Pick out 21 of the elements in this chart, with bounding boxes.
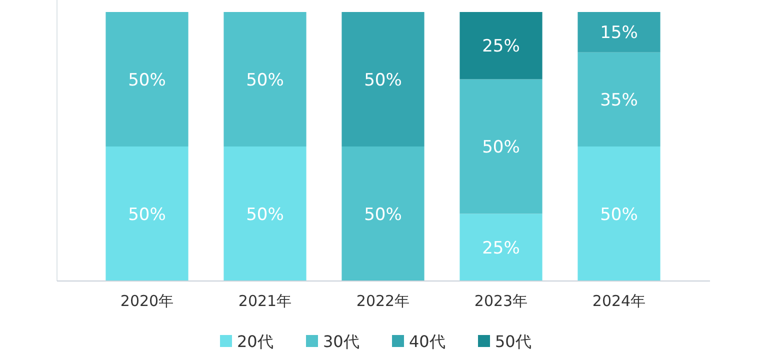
data-label: 25%	[482, 238, 520, 258]
data-label: 50%	[364, 204, 402, 225]
legend-label: 30代	[323, 332, 360, 351]
data-label: 50%	[482, 138, 520, 158]
x-tick-label: 2021年	[238, 292, 292, 310]
data-label: 50%	[246, 70, 284, 90]
x-tick-label: 2020年	[120, 292, 174, 310]
legend-label: 40代	[409, 332, 446, 351]
x-tick-label: 2022年	[356, 292, 410, 310]
data-label: 50%	[364, 70, 402, 90]
data-label: 50%	[600, 204, 638, 225]
legend-label: 20代	[237, 332, 274, 351]
data-label: 15%	[600, 23, 638, 44]
data-label: 25%	[482, 36, 520, 57]
data-label: 50%	[128, 204, 166, 225]
x-tick-label: 2024年	[592, 292, 646, 310]
legend-label: 50代	[495, 332, 532, 351]
data-label: 50%	[246, 204, 284, 225]
data-label: 50%	[128, 70, 166, 90]
data-label: 35%	[600, 90, 638, 110]
x-tick-label: 2023年	[474, 292, 528, 310]
